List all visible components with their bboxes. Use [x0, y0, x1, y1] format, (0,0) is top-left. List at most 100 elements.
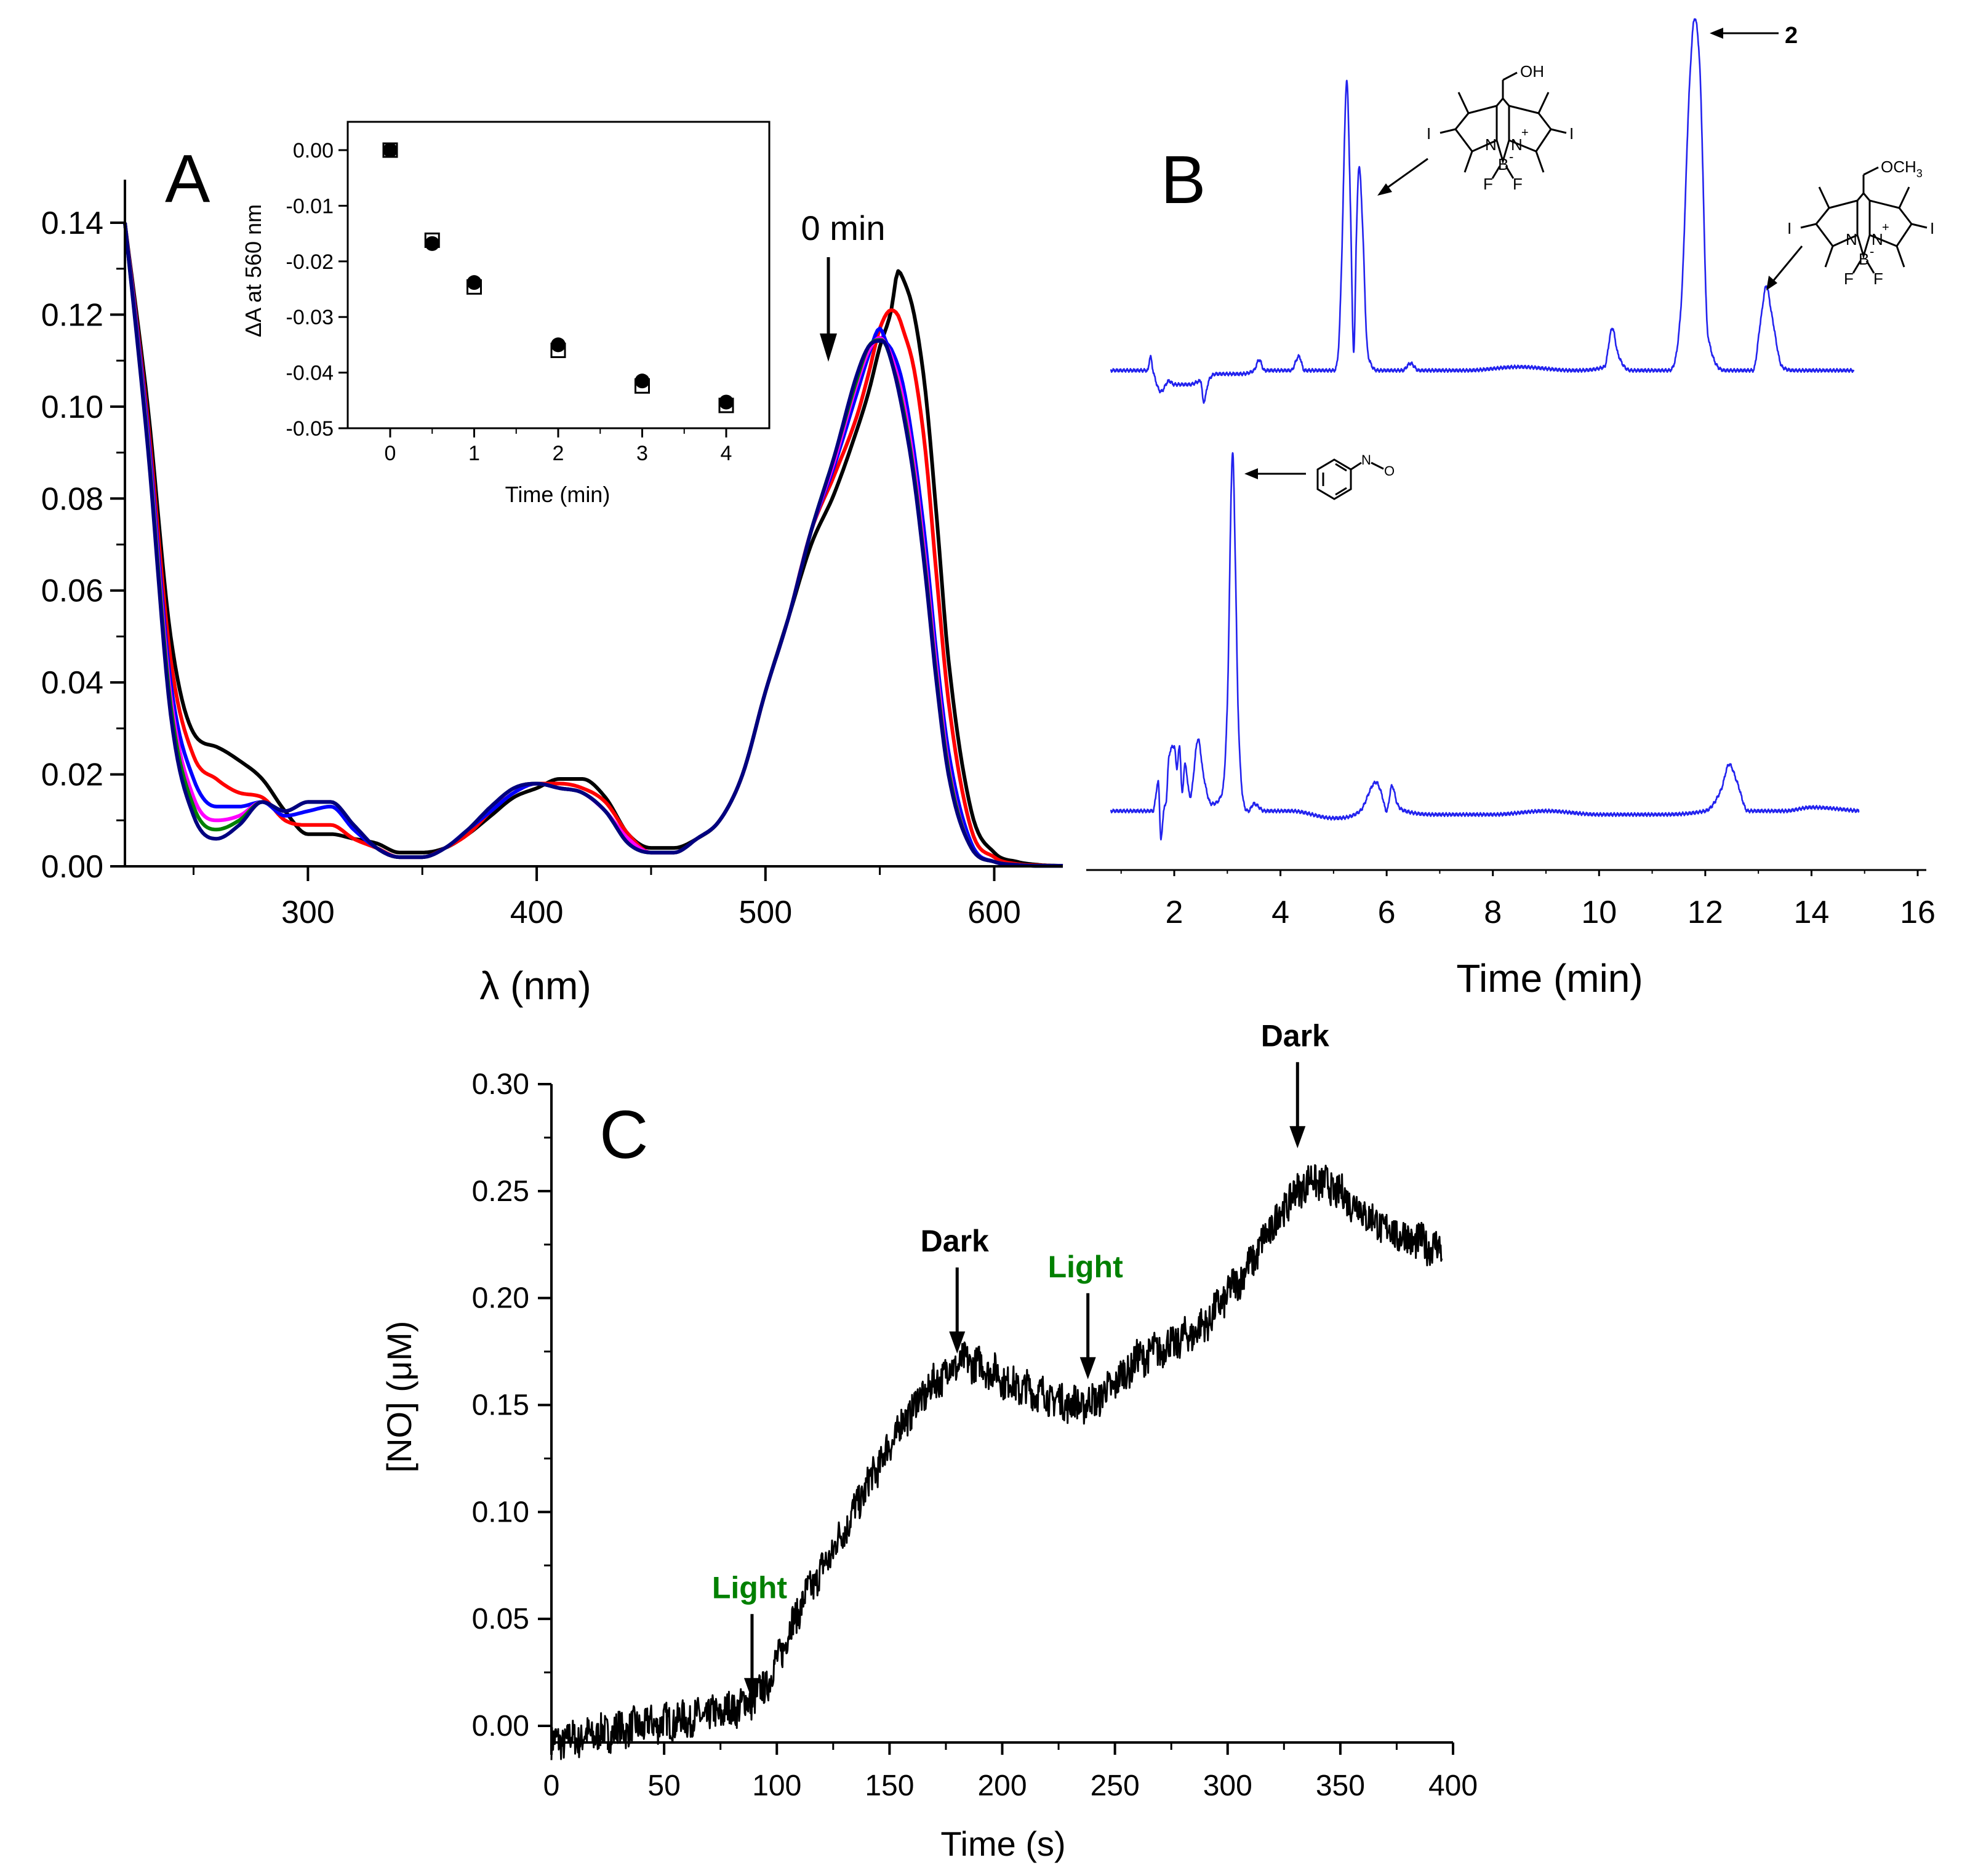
c-annotation-label-light: Light — [712, 1570, 788, 1605]
b-x-tick-label: 10 — [1581, 895, 1617, 930]
c-y-tick-label: 0.15 — [472, 1389, 529, 1422]
ether-iodo-bond-left — [1800, 223, 1817, 229]
alcohol-plus: + — [1521, 126, 1529, 140]
b-x-tick-label: 12 — [1688, 895, 1723, 930]
benzene-double-3 — [1335, 463, 1347, 472]
c-y-tick-label: 0.30 — [472, 1068, 529, 1101]
inset-y-tick-label: -0.05 — [286, 417, 334, 441]
nitroso-n-text: N — [1361, 452, 1371, 468]
ether-bf-right — [1865, 260, 1875, 274]
inset-ticks: 0 1 2 3 4 0.00 -0.01 -0.02 -0.03 -0.04 -0.05 — [286, 139, 732, 465]
c-y-tick-label: 0.10 — [472, 1496, 529, 1528]
inset-circle-point — [551, 337, 566, 353]
panel-a-ticks: 300 400 500 600 0.00 0.02 0.04 0.06 0.08 0.10 0.12… — [41, 206, 1021, 930]
panel-a: 300 400 500 600 0.00 0.02 0.04 0.06 0.08 0.10 0.12… — [41, 121, 1063, 1008]
ether-iodo-bond-right — [1911, 223, 1928, 229]
c-annotation-arrowhead — [949, 1331, 966, 1354]
c-annotation-label-dark: Dark — [1261, 1018, 1329, 1053]
c-x-tick-label: 0 — [543, 1770, 560, 1802]
panel-b-ticks: 2 4 6 8 10 12 14 16 — [1120, 870, 1936, 930]
inset-circle-point — [383, 143, 398, 158]
inset-circle-point — [719, 394, 734, 410]
b-x-tick-label: 8 — [1484, 895, 1502, 930]
c-x-tick-label: 250 — [1091, 1770, 1140, 1802]
c-annotation-arrowhead — [1079, 1357, 1096, 1379]
a-x-tick-label: 500 — [739, 895, 792, 930]
a-y-tick-label: 0.02 — [41, 757, 103, 793]
alcohol-minus: - — [1509, 149, 1513, 164]
panel-c-y-axis-title: [NO] (μM) — [380, 1321, 418, 1473]
panel-b-x-axis-title: Time (min) — [1456, 956, 1643, 1000]
ether-och3-main: OCH — [1881, 158, 1916, 176]
ether-och3-bond — [1863, 166, 1879, 176]
peak-2-label: 2 — [1785, 23, 1798, 49]
inset-y-tick-label: -0.01 — [286, 194, 334, 218]
alcohol-n-right: N — [1511, 135, 1523, 154]
c-annotation-label-dark: Dark — [921, 1224, 989, 1258]
c-x-tick-label: 400 — [1428, 1770, 1478, 1802]
b-x-tick-label: 2 — [1166, 895, 1183, 930]
panel-a-spectra — [123, 222, 1063, 868]
alcohol-pyrrole-left — [1454, 105, 1498, 153]
c-y-tick-label: 0.00 — [472, 1710, 529, 1742]
a-y-tick-label: 0.10 — [41, 389, 103, 425]
c-x-tick-label: 150 — [865, 1770, 914, 1802]
alcohol-boron-ring — [1496, 140, 1510, 165]
alcohol-pyrrole-right — [1508, 105, 1552, 153]
panel-c: 0 50 100 150 200 250 300 350 400 0.00 0.05 0.10 0.15… — [380, 1018, 1478, 1863]
inset-circle-point — [635, 373, 650, 389]
panel-a-x-axis-title: λ (nm) — [479, 964, 591, 1008]
ether-iodo-left: I — [1787, 219, 1792, 237]
inset-x-axis-title: Time (min) — [505, 482, 611, 507]
c-x-tick-label: 100 — [752, 1770, 801, 1802]
alcohol-f-right: F — [1513, 175, 1523, 193]
ether-methyl-4 — [1896, 245, 1905, 268]
a-y-tick-label: 0.00 — [41, 849, 103, 885]
a-y-tick-label: 0.08 — [41, 481, 103, 517]
nitroso-no-bond — [1371, 461, 1384, 470]
panel-c-trace — [550, 1164, 1443, 1760]
inset-y-tick-label: -0.02 — [286, 250, 334, 274]
no-concentration-trace — [550, 1164, 1443, 1760]
alcohol-bf-right — [1505, 166, 1515, 179]
ether-methyl-1 — [1818, 186, 1830, 209]
alcohol-iodo-bond-right — [1550, 128, 1567, 134]
panel-c-ticks: 0 50 100 150 200 250 300 350 400 0.00 0.05 0.10 0.15… — [472, 1068, 1478, 1802]
alcohol-boron: B — [1498, 155, 1508, 174]
alcohol-iodo-right: I — [1569, 124, 1574, 143]
panel-c-x-axis-title: Time (s) — [940, 1824, 1065, 1863]
b-x-tick-label: 14 — [1794, 895, 1830, 930]
alcohol-methyl-2 — [1537, 92, 1550, 114]
inset-x-tick-label: 0 — [385, 442, 396, 465]
b-x-tick-label: 4 — [1271, 895, 1289, 930]
ether-pyrrole-right — [1868, 199, 1913, 247]
inset-circle-point — [466, 275, 482, 290]
inset-y-axis-title: ΔA at 560 nm — [241, 204, 266, 337]
c-annotation-arrowhead — [1289, 1126, 1306, 1149]
inset-y-tick-label: 0.00 — [293, 139, 334, 162]
ether-plus: + — [1882, 221, 1889, 234]
ether-iodo-right: I — [1930, 219, 1934, 237]
inset-x-tick-label: 1 — [468, 442, 480, 465]
ether-structure — [1800, 166, 1928, 274]
c-x-tick-label: 50 — [647, 1770, 680, 1802]
spectrum-line-5 — [123, 222, 1063, 868]
a-y-tick-label: 0.04 — [41, 665, 103, 701]
nitrosobenzene-structure — [1316, 458, 1384, 500]
c-y-tick-label: 0.20 — [472, 1282, 529, 1315]
ether-bf-left — [1852, 260, 1862, 274]
ether-minus: - — [1870, 244, 1874, 259]
alcohol-bf-left — [1491, 166, 1501, 179]
benzene-double-2 — [1335, 487, 1347, 496]
panel-a-0-min-arrow — [820, 257, 837, 362]
ether-boron-ring — [1856, 234, 1871, 260]
c-y-tick-label: 0.05 — [472, 1603, 529, 1635]
chromatogram-line-1 — [1110, 452, 1860, 840]
c-annotation-arrowhead — [743, 1678, 760, 1701]
panel-a-label: A — [165, 141, 210, 217]
alcohol-structure — [1439, 71, 1567, 179]
ether-f-right: F — [1873, 269, 1883, 288]
alcohol-methyl-4 — [1535, 151, 1545, 173]
nitroso-o-text: O — [1384, 463, 1395, 479]
